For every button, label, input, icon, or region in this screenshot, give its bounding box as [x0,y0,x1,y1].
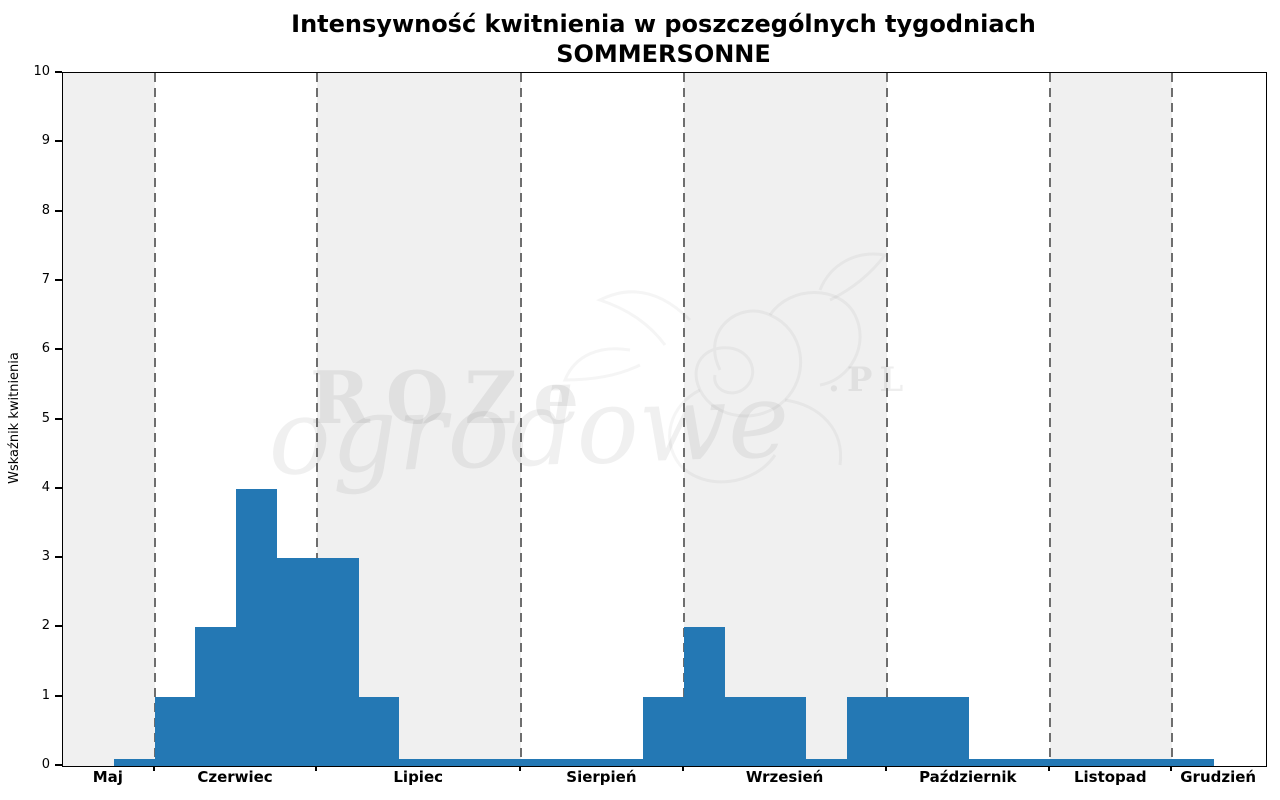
bar-week-9 [480,759,522,766]
bar-week-13 [643,696,685,766]
x-tick-label-czerwiec: Czerwiec [197,768,273,786]
month-band-grudzień [1172,73,1266,766]
bar-week-5 [317,558,359,766]
y-tick-label: 2 [41,618,50,634]
x-tick-label-lipiec: Lipiec [393,768,444,786]
month-boundary-tick [152,766,155,771]
bar-week-12 [602,759,644,766]
y-tick-mark [55,694,62,697]
x-tick-label-wrzesień: Wrzesień [745,768,824,786]
y-tick-label: 1 [41,687,50,703]
month-boundary-line [1049,73,1052,766]
bar-week-1 [154,696,196,766]
y-tick-mark [55,278,62,281]
y-tick-mark [55,486,62,489]
chart-subtitle-variety: SOMMERSONNE [556,40,771,68]
x-tick-label-październik: Październik [919,768,1017,786]
x-tick-label-grudzień: Grudzień [1180,768,1257,786]
y-tick-label: 4 [41,479,50,495]
month-boundary-line [519,73,522,766]
y-tick-label: 6 [41,341,50,357]
y-tick-label: 10 [33,64,50,79]
month-band-sierpień [520,73,684,766]
y-tick-label: 3 [41,549,50,565]
y-tick-mark [55,348,62,351]
month-boundary-line [886,73,889,766]
month-boundary-line [1171,73,1174,766]
bar-week-10 [520,759,563,766]
bar-week-26 [1172,759,1214,766]
x-tick-label-listopad: Listopad [1073,768,1147,786]
month-boundary-tick [681,766,684,771]
y-tick-mark [55,556,62,559]
bar-week-3 [236,488,278,766]
bar-week-8 [439,759,481,766]
bar-week-6 [358,696,400,766]
month-band-listopad [1050,73,1173,766]
bar-week-0 [113,759,156,766]
bar-week-23 [1050,759,1092,766]
bar-week-2 [195,627,237,766]
month-boundary-tick [315,766,318,771]
month-boundary-line [153,73,156,766]
y-tick-label: 0 [41,757,50,772]
bar-week-16 [765,696,807,766]
y-tick-mark [55,417,62,420]
bar-week-4 [276,558,318,766]
y-tick-label: 9 [41,133,50,149]
bar-week-21 [968,759,1010,766]
y-tick-mark [55,764,62,766]
y-tick-label: 5 [41,410,50,426]
bar-week-11 [561,759,603,766]
bar-week-24 [1090,759,1133,766]
y-tick-mark [55,71,62,73]
bar-week-20 [928,696,970,766]
y-tick-mark [55,140,62,143]
y-tick-mark [55,625,62,628]
month-boundary-tick [1170,766,1173,771]
bar-week-25 [1131,759,1173,766]
month-boundary-line [316,73,319,766]
month-boundary-tick [518,766,521,771]
plot-area [62,72,1267,767]
month-boundary-line [682,73,685,766]
month-band-maj [63,73,155,766]
month-band-październik [887,73,1051,766]
y-tick-mark [55,209,62,212]
month-boundary-tick [885,766,888,771]
bar-week-22 [1009,759,1051,766]
x-tick-label-sierpień: Sierpień [566,768,637,786]
bar-week-15 [724,696,766,766]
bar-week-14 [683,627,726,766]
y-tick-label: 7 [41,271,50,287]
bar-week-7 [398,759,441,766]
bar-week-19 [887,696,929,766]
y-tick-label: 8 [41,202,50,218]
x-tick-label-maj: Maj [92,768,123,786]
chart-title: Intensywność kwitnienia w poszczególnych… [291,10,1036,38]
month-boundary-tick [1048,766,1051,771]
bar-week-18 [846,696,888,766]
bar-week-17 [805,759,848,766]
